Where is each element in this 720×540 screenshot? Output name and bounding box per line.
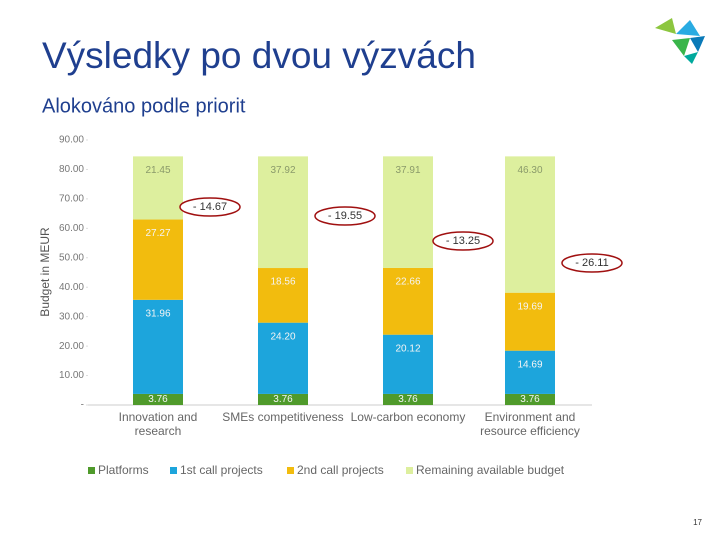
bar-segment: [505, 156, 555, 293]
annotation-oval: [179, 197, 241, 217]
data-label: 18.56: [270, 277, 295, 288]
y-tick-label: 50.00: [59, 252, 84, 263]
data-label: 21.45: [145, 165, 170, 176]
slide-title: Výsledky po dvou výzvách: [42, 35, 476, 76]
data-label: 3.76: [520, 394, 540, 405]
page-number: 17: [693, 518, 702, 527]
data-label: 24.20: [270, 331, 295, 342]
x-label-box: Low-carbon economy: [350, 410, 466, 424]
data-label: 27.27: [145, 228, 170, 239]
legend-label: 1st call projects: [180, 463, 263, 477]
bar-segment: [383, 156, 433, 268]
annotation: - 13.25: [446, 235, 480, 247]
annotation: - 14.67: [193, 201, 227, 213]
x-tick-label: Innovation and research: [118, 410, 198, 438]
x-tick-label: Low-carbon economy: [350, 410, 466, 424]
y-axis-label: Budget in MEUR: [38, 227, 52, 317]
logo: [655, 18, 705, 64]
bar-segment: [133, 219, 183, 300]
bar-segment: [258, 393, 308, 405]
data-label: 14.69: [517, 359, 542, 370]
legend-label: Remaining available budget: [416, 463, 565, 477]
annotation: - 19.55: [328, 210, 362, 222]
bar-segment: [258, 268, 308, 323]
annotation-oval: [561, 253, 623, 273]
bar-segment: [258, 156, 308, 269]
y-tick-label: 40.00: [59, 282, 84, 293]
legend-swatch: [170, 467, 177, 474]
bar-segment: [383, 267, 433, 335]
x-label-box: Innovation and research: [118, 410, 198, 438]
x-label-box: Environment and resource efficiency: [480, 410, 580, 438]
legend-label: Platforms: [98, 463, 149, 477]
annotation-oval: [432, 231, 494, 251]
x-tick-label: Environment and resource efficiency: [480, 410, 580, 438]
data-label: 46.30: [517, 165, 542, 176]
y-tick-label: 70.00: [59, 194, 84, 205]
bar-segment: [505, 350, 555, 394]
data-label: 20.12: [395, 343, 420, 354]
y-tick-label: 60.00: [59, 223, 84, 234]
legend-swatch: [88, 467, 95, 474]
data-label: 19.69: [517, 301, 542, 312]
x-label-box: SMEs competitiveness: [222, 410, 344, 424]
bar-segment: [383, 393, 433, 405]
bar-segment: [133, 156, 183, 220]
data-label: 22.66: [395, 277, 420, 288]
legend-swatch: [287, 467, 294, 474]
data-label: 31.96: [145, 308, 170, 319]
x-tick-label: SMEs competitiveness: [222, 410, 344, 424]
data-label: 3.76: [148, 394, 168, 405]
slide-subtitle: Alokováno podle priorit: [42, 95, 246, 117]
data-label: 37.91: [395, 165, 420, 176]
y-tick-label: 10.00: [59, 370, 84, 381]
bar-segment: [133, 393, 183, 405]
y-tick-label: 80.00: [59, 164, 84, 175]
data-label: 37.92: [270, 165, 295, 176]
bar-segment: [505, 393, 555, 405]
y-tick-label: 20.00: [59, 341, 84, 352]
y-tick-label: -: [81, 400, 84, 411]
annotation: - 26.11: [575, 257, 608, 269]
y-tick-label: 90.00: [59, 135, 84, 146]
data-label: 3.76: [273, 394, 293, 405]
bar-segment: [133, 299, 183, 394]
legend-label: 2nd call projects: [297, 463, 384, 477]
bar-segment: [505, 292, 555, 351]
annotation-oval: [314, 206, 376, 226]
bar-segment: [383, 334, 433, 394]
legend-swatch: [406, 467, 413, 474]
data-label: 3.76: [398, 394, 418, 405]
bar-segment: [258, 322, 308, 394]
y-tick-label: 30.00: [59, 311, 84, 322]
